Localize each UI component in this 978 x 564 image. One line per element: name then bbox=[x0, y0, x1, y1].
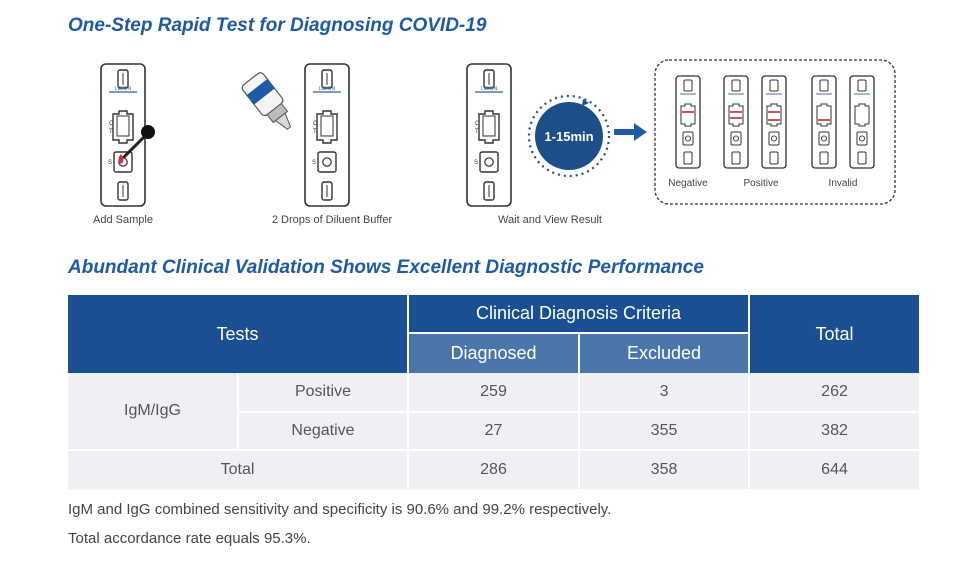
validation-table: Tests Clinical Diagnosis Criteria Total … bbox=[68, 295, 920, 489]
svg-text:S: S bbox=[312, 160, 316, 166]
step-caption-buffer: 2 Drops of Diluent Buffer bbox=[271, 214, 393, 226]
cell-diagnosed: 286 bbox=[407, 449, 580, 489]
svg-text:T: T bbox=[475, 129, 479, 135]
svg-text:T: T bbox=[313, 129, 317, 135]
sample-drop-icon bbox=[118, 154, 124, 164]
accordance-note: Total accordance rate equals 95.3%. bbox=[68, 530, 311, 547]
procedure-title: One-Step Rapid Test for Diagnosing COVID… bbox=[68, 15, 487, 36]
result-positive bbox=[723, 75, 787, 169]
cell-excluded: 358 bbox=[578, 449, 750, 489]
svg-text:S: S bbox=[108, 160, 112, 166]
cassette-brand-label: LIBION bbox=[115, 86, 132, 92]
svg-text:C: C bbox=[109, 121, 114, 127]
cell-total: 644 bbox=[748, 449, 920, 489]
header-excluded: Excluded bbox=[578, 332, 750, 373]
header-criteria: Clinical Diagnosis Criteria bbox=[407, 295, 750, 333]
cell-total: 382 bbox=[748, 411, 920, 450]
result-invalid bbox=[811, 75, 875, 169]
cell-diagnosed: 27 bbox=[407, 411, 580, 450]
header-diagnosed: Diagnosed bbox=[407, 332, 580, 373]
result-label-invalid: Invalid bbox=[829, 178, 858, 189]
sensitivity-note: IgM and IgG combined sensitivity and spe… bbox=[68, 501, 612, 518]
cell-excluded: 3 bbox=[578, 373, 750, 412]
step-caption-wait: Wait and View Result bbox=[498, 214, 602, 226]
row-label: Positive bbox=[236, 373, 409, 412]
table-row: Negative 27 355 382 bbox=[68, 411, 920, 450]
cassette-add-buffer: LIBION C T S bbox=[304, 63, 350, 207]
dropper-icon bbox=[122, 125, 155, 159]
step-caption-add-sample: Add Sample bbox=[93, 214, 153, 226]
cell-excluded: 355 bbox=[578, 411, 750, 450]
cassette-wait: LIBION C T S bbox=[466, 63, 512, 207]
total-row-label: Total bbox=[68, 449, 409, 489]
svg-text:T: T bbox=[109, 129, 113, 135]
validation-title: Abundant Clinical Validation Shows Excel… bbox=[68, 257, 704, 278]
procedure-illustration: LIBION C T S LIBION C T S LIBION C T S 1… bbox=[100, 59, 896, 207]
table-row: IgM/IgG Positive 259 3 262 bbox=[68, 373, 920, 450]
svg-text:C: C bbox=[313, 121, 318, 127]
arrow-right-icon bbox=[614, 123, 647, 141]
result-label-negative: Negative bbox=[668, 178, 708, 189]
row-group-label: IgM/IgG bbox=[68, 373, 238, 450]
svg-text:C: C bbox=[475, 121, 480, 127]
header-tests: Tests bbox=[68, 295, 409, 373]
row-label: Negative bbox=[236, 411, 409, 450]
cell-diagnosed: 259 bbox=[407, 373, 580, 412]
svg-text:S: S bbox=[474, 160, 478, 166]
header-total: Total bbox=[748, 295, 920, 373]
result-label-positive: Positive bbox=[743, 178, 778, 189]
timer-label: 1-15min bbox=[544, 129, 593, 144]
cassette-add-sample: LIBION C T S bbox=[100, 63, 146, 207]
table-row-total: Total 286 358 644 bbox=[68, 449, 920, 489]
svg-text:LIBION: LIBION bbox=[481, 86, 498, 92]
svg-text:LIBION: LIBION bbox=[319, 86, 336, 92]
result-negative bbox=[675, 75, 701, 169]
cell-total: 262 bbox=[748, 373, 920, 412]
buffer-bottle-icon bbox=[241, 72, 292, 130]
timer-icon: 1-15min bbox=[527, 94, 611, 178]
